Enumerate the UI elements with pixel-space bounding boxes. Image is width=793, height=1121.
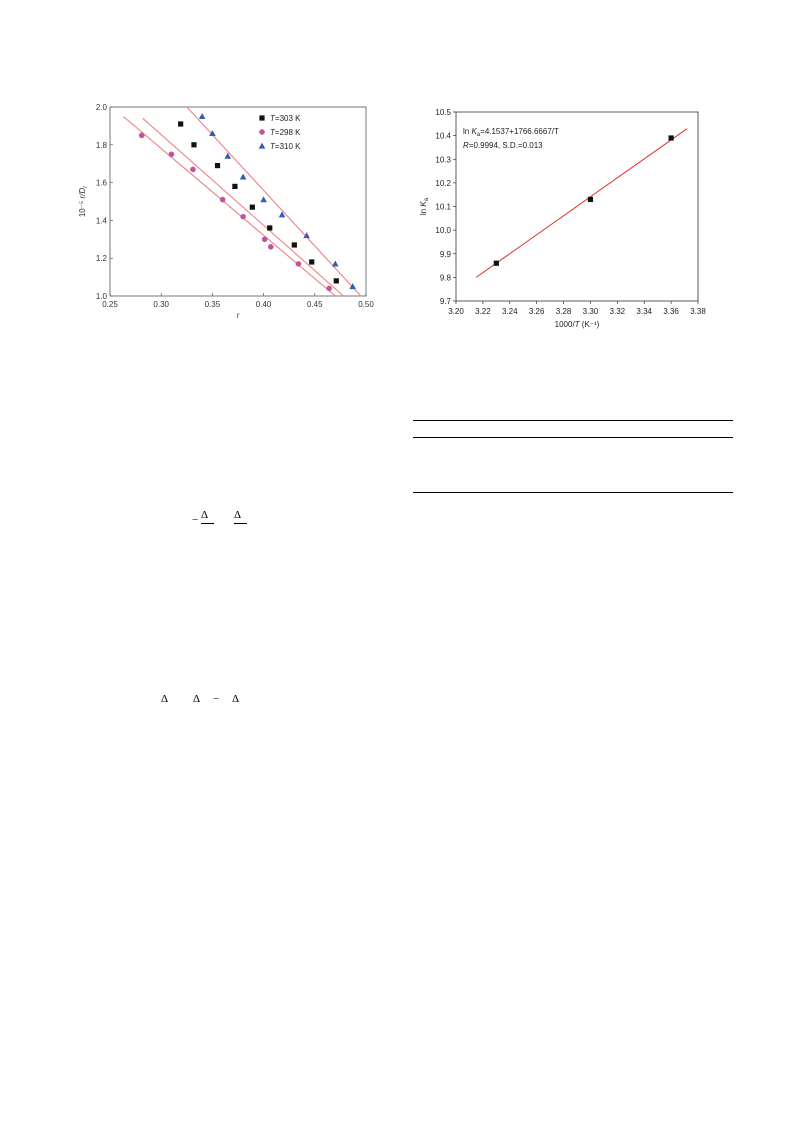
x-tick-label: 3.30: [583, 307, 599, 316]
data-point-series-0: [178, 121, 184, 127]
y-tick-label: 10.4: [435, 132, 451, 141]
x-axis-label: r: [237, 311, 240, 318]
x-tick-label: 0.35: [205, 300, 221, 309]
y-tick-label: 1.6: [96, 179, 108, 188]
fit-equation: ln Ka=4.1537+1766.6667/T: [463, 127, 559, 138]
table-header-rule: [413, 437, 733, 438]
data-point-series-2: [303, 232, 310, 239]
x-tick-label: 3.32: [610, 307, 626, 316]
data-point: [668, 135, 674, 141]
data-point: [493, 260, 499, 266]
y-tick-label: 2.0: [96, 103, 108, 112]
x-tick-label: 0.25: [102, 300, 118, 309]
fit-statistics: R=0.9994, S.D.=0.013: [463, 141, 543, 150]
figure-a-plot: 0.25 0.30 0.35 0.40 0.45 0.50 1.0 1.2 1.4 1.6 1.8 2…: [78, 103, 374, 320]
legend-marker-1: [259, 129, 265, 135]
table-bottom-rule: [413, 492, 733, 493]
data-point-series-2: [209, 130, 216, 137]
fit-line-0: [142, 117, 344, 297]
x-tick-label: 3.26: [529, 307, 545, 316]
data-point-series-1: [168, 151, 175, 158]
data-point-series-1: [138, 132, 145, 139]
data-point-series-2: [278, 211, 286, 218]
eq1-delta-1: Δ: [201, 509, 215, 524]
data-point-series-1: [267, 244, 274, 250]
y-tick-label: 1.4: [96, 216, 108, 225]
y-tick-label: 9.9: [440, 250, 452, 259]
data-point-series-2: [260, 196, 267, 203]
data-point-series-0: [333, 278, 339, 284]
y-axis-label: ln Ka: [419, 197, 430, 215]
data-point-series-0: [249, 204, 255, 210]
data-point-series-2: [239, 173, 247, 180]
x-axis-label: 1000/T (K⁻¹): [555, 320, 600, 329]
data-point-series-1: [261, 236, 268, 243]
data-point-series-1: [326, 285, 332, 292]
x-tick-label: 3.22: [475, 307, 491, 316]
figure-b-plot: 3.20 3.22 3.24 3.26 3.28 3.30 3.32 3.34 3.36 3.38…: [419, 108, 706, 329]
legend-marker-0: [259, 115, 265, 121]
y-tick-label: 1.2: [96, 254, 108, 263]
eq2-minus: −: [213, 693, 220, 705]
eq2-delta-2: Δ: [193, 693, 201, 705]
data-point-series-1: [190, 166, 196, 173]
x-tick-label: 3.34: [636, 307, 652, 316]
figure-a: 0.25 0.30 0.35 0.40 0.45 0.50 1.0 1.2 1.4 1.6 1.8 2…: [76, 98, 376, 320]
data-point-series-2: [331, 260, 339, 267]
y-tick-label: 9.7: [440, 297, 452, 306]
x-tick-label: 3.24: [502, 307, 518, 316]
legend-label-0: T=303 K: [270, 114, 301, 123]
legend-label-2: T=310 K: [270, 142, 301, 151]
table-top-rule: [413, 420, 733, 421]
y-tick-label: 1.0: [96, 292, 108, 301]
data-point-series-0: [267, 225, 273, 231]
figure-b: 3.20 3.22 3.24 3.26 3.28 3.30 3.32 3.34 3.36 3.38…: [410, 106, 710, 338]
y-tick-label: 10.5: [435, 108, 451, 117]
eq1-minus: −: [192, 514, 199, 526]
fit-line-2: [186, 106, 362, 297]
legend-label-1: T=298 K: [270, 128, 301, 137]
data-point-series-1: [295, 261, 302, 267]
data-point-series-1: [240, 213, 246, 220]
data-point-series-2: [224, 152, 232, 159]
data-point-series-0: [291, 242, 297, 248]
data-point-series-0: [309, 259, 315, 265]
x-tick-label: 3.28: [556, 307, 572, 316]
data-point-series-0: [191, 142, 197, 148]
plot-frame: [109, 106, 367, 297]
data-point: [587, 196, 594, 203]
data-point-series-1: [219, 196, 226, 203]
eq2-delta-3: Δ: [232, 693, 240, 705]
eq1-delta-2: Δ: [234, 509, 248, 524]
legend-marker-2: [258, 142, 266, 149]
x-tick-label: 0.40: [256, 300, 272, 309]
y-axis-label: 10⁻⁵ r/Dr: [78, 185, 89, 217]
y-tick-label: 1.8: [96, 141, 108, 150]
data-point-series-2: [349, 283, 356, 290]
x-tick-label: 3.36: [663, 307, 679, 316]
x-tick-label: 0.45: [307, 300, 323, 309]
y-tick-label: 9.8: [440, 273, 452, 282]
x-tick-label: 0.50: [358, 300, 374, 309]
eq2-delta-1: Δ: [161, 693, 169, 705]
data-point-series-2: [198, 113, 206, 120]
data-point-series-0: [214, 162, 221, 169]
fit-line: [475, 128, 688, 278]
x-tick-label: 3.20: [448, 307, 464, 316]
x-tick-label: 0.30: [153, 300, 169, 309]
y-tick-label: 10.3: [435, 155, 451, 164]
x-tick-label: 3.38: [690, 307, 706, 316]
y-tick-label: 10.2: [435, 179, 451, 188]
data-point-series-0: [232, 183, 238, 189]
y-tick-label: 10.1: [435, 203, 451, 212]
y-tick-label: 10.0: [435, 226, 451, 235]
